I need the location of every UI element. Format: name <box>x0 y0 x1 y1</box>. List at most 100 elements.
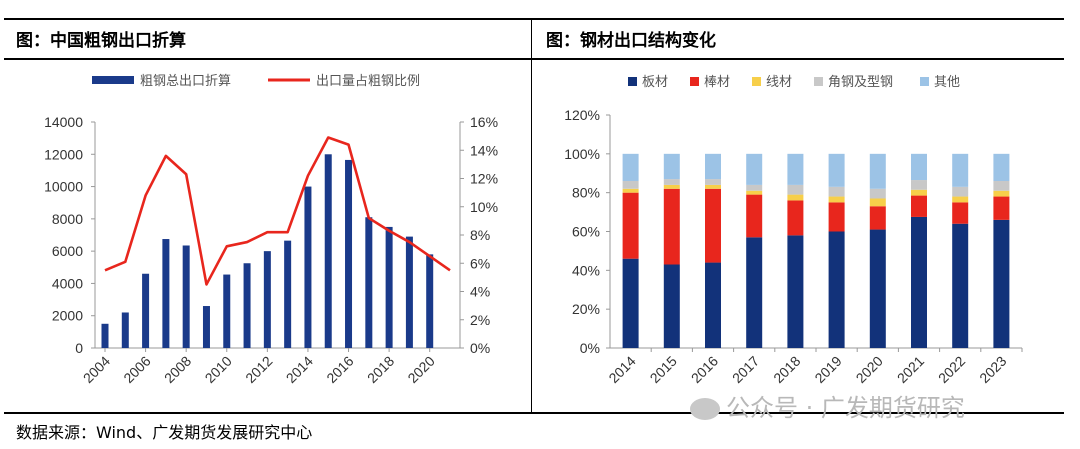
stacked-bar-segment <box>663 184 680 189</box>
x-tick-label: 2016 <box>688 353 721 386</box>
line-ratio <box>104 136 451 286</box>
bar-export <box>182 245 190 348</box>
y-tick-label: 120% <box>564 107 600 123</box>
y-tick-label: 40% <box>572 262 600 278</box>
stacked-bar-segment <box>746 190 763 195</box>
stacked-bar-segment <box>952 202 969 224</box>
legend-swatch-0 <box>628 77 637 86</box>
legend-swatch-4 <box>920 77 929 86</box>
legend-swatch-1 <box>690 77 699 86</box>
steel-export-structure-chart: 板材 棒材 线材 角钢及型钢 其他 0% 20% 40% 60% 80% 100% 120% 2014 2… <box>564 74 1023 386</box>
stacked-bar-segment <box>993 190 1010 197</box>
stacked-bar-segment <box>663 264 680 348</box>
y-tick-label: 80% <box>572 185 600 201</box>
stacked-bar-segment <box>622 192 639 259</box>
bar-export <box>345 159 353 348</box>
y-tick-label: 60% <box>572 224 600 240</box>
stacked-bar-segment <box>911 180 927 190</box>
y-right-tick-label: 6% <box>470 255 490 271</box>
bar-export <box>162 239 170 348</box>
top-rule <box>4 18 1064 20</box>
stacked-bar-segment <box>622 258 639 348</box>
y-left-tick-label: 14000 <box>44 114 83 130</box>
stacked-bar-segment <box>828 231 845 348</box>
stacked-bar-segment <box>869 188 886 199</box>
x-tick-label: 2018 <box>770 353 803 386</box>
x-tick-label: 2022 <box>935 353 968 386</box>
y-left-tick-label: 6000 <box>52 243 83 259</box>
x-tick-label: 2021 <box>894 353 927 386</box>
x-tick-label: 2016 <box>323 353 356 386</box>
stacked-bar-segment <box>952 196 969 203</box>
legend-label-ratio: 出口量占粗钢比例 <box>316 73 420 88</box>
y-tick-label: 100% <box>564 146 600 162</box>
stacked-bar-segment <box>746 237 763 348</box>
title-rule <box>4 58 1064 60</box>
x-tick-label: 2014 <box>605 353 638 386</box>
y-left-tick-label: 4000 <box>52 275 83 291</box>
crude-steel-export-chart: 粗钢总出口折算 出口量占粗钢比例 0 2000 4000 6000 8000 10000 120… <box>44 73 498 386</box>
stacked-bar-segment <box>663 179 680 185</box>
stacked-bar-segment <box>869 206 886 230</box>
stacked-bar-segment <box>787 153 804 185</box>
bar-export <box>284 240 292 348</box>
x-tick-label: 2019 <box>811 353 844 386</box>
watermark: 公众号 · 广发期货研究 <box>690 388 965 423</box>
stacked-bar-segment <box>869 153 886 189</box>
y-left-tick-label: 8000 <box>52 211 83 227</box>
legend-swatch-3 <box>814 77 823 86</box>
y-right-tick-label: 14% <box>470 142 498 158</box>
y-right-tick-label: 8% <box>470 227 490 243</box>
legend-label-exports: 粗钢总出口折算 <box>140 73 231 88</box>
stacked-bar-segment <box>663 153 680 180</box>
x-tick-label: 2020 <box>404 353 437 386</box>
x-tick-label: 2020 <box>853 353 886 386</box>
y-right-tick-label: 4% <box>470 284 490 300</box>
stacked-bar-segment <box>746 194 763 238</box>
stacked-bar-segment <box>622 181 639 189</box>
stacked-bar-segment <box>952 153 969 187</box>
source-note: 数据来源：Wind、广发期货发展研究中心 <box>16 423 313 442</box>
stacked-bar-segment <box>828 153 845 187</box>
legend-label-0: 板材 <box>642 74 668 89</box>
bar-export <box>101 323 109 348</box>
watermark-text: 公众号 · 广发期货研究 <box>726 394 965 422</box>
stacked-bar-segment <box>911 216 927 348</box>
stacked-bar-segment <box>828 202 845 232</box>
x-tick-label: 2008 <box>161 353 194 386</box>
x-tick-label: 2006 <box>120 353 153 386</box>
stacked-bar-segment <box>952 223 969 348</box>
bar-export <box>365 217 373 348</box>
stacked-bar-segment <box>787 194 804 201</box>
stacked-bar-segment <box>828 196 845 203</box>
y-right-tick-label: 2% <box>470 312 490 328</box>
legend-swatch-2 <box>752 77 761 86</box>
legend-label-2: 线材 <box>766 74 792 89</box>
bar-export <box>142 273 150 348</box>
stacked-bar-segment <box>911 189 927 196</box>
stacked-bar-segment <box>869 198 886 207</box>
bar-export <box>263 251 271 348</box>
stacked-bar-segment <box>746 153 763 185</box>
stacked-bar-segment <box>705 184 721 189</box>
legend-label-4: 其他 <box>934 74 960 89</box>
x-tick-label: 2004 <box>80 353 113 386</box>
x-tick-label: 2015 <box>647 353 680 386</box>
bar-export <box>121 312 129 348</box>
x-tick-label: 2014 <box>283 353 316 386</box>
stacked-bar-segment <box>993 153 1010 182</box>
stacked-bar-segment <box>787 184 804 195</box>
x-tick-label: 2017 <box>729 353 762 386</box>
bar-export <box>385 226 393 348</box>
y-right-tick-label: 12% <box>470 171 498 187</box>
bar-export <box>243 263 251 348</box>
stacked-bar-segment <box>622 153 639 182</box>
y-right-tick-label: 0% <box>470 340 490 356</box>
bar-export <box>223 274 231 348</box>
bottom-rule <box>4 412 1064 414</box>
x-tick-label: 2018 <box>364 353 397 386</box>
stacked-bar-segment <box>663 188 680 265</box>
right-chart-title: 图：钢材出口结构变化 <box>546 31 716 51</box>
bar-export <box>304 186 312 348</box>
stacked-bar-segment <box>828 186 845 197</box>
